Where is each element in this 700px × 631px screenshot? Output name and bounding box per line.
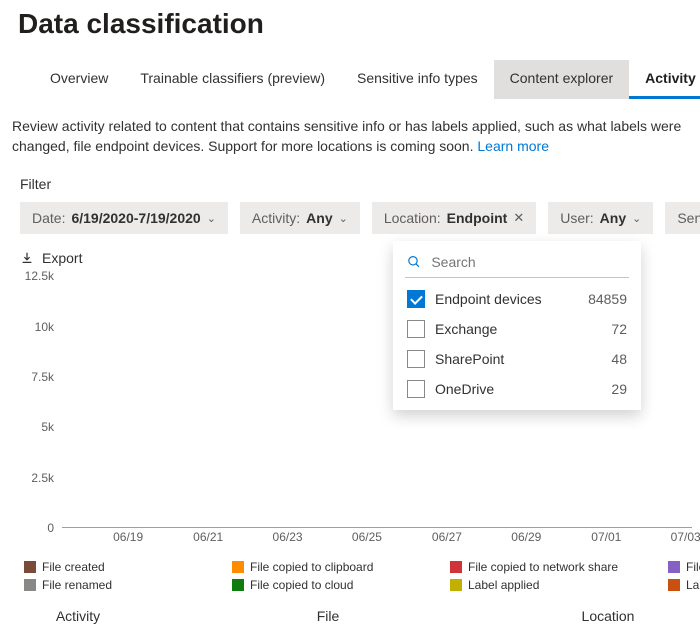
tabs: OverviewTrainable classifiers (preview)S… — [8, 60, 692, 99]
description: Review activity related to content that … — [12, 117, 692, 156]
filter-pill-sensitivity[interactable]: Sensitivity — [665, 202, 700, 234]
tab-overview[interactable]: Overview — [34, 60, 124, 99]
filter-pill-date[interactable]: Date:6/19/2020-7/19/2020⌄ — [20, 202, 228, 234]
footer-tab-file[interactable]: File — [148, 608, 508, 624]
legend-swatch — [232, 561, 244, 573]
dropdown-item-onedrive[interactable]: OneDrive29 — [393, 374, 641, 404]
checkbox-icon[interactable] — [407, 380, 425, 398]
x-tick: 06/21 — [193, 530, 223, 544]
y-tick: 0 — [47, 521, 54, 535]
legend-item[interactable]: File created — [24, 560, 224, 574]
learn-more-link[interactable]: Learn more — [477, 138, 549, 154]
legend-item[interactable]: Label applied — [450, 578, 660, 592]
legend-item[interactable]: File copied to re — [668, 560, 700, 574]
chart-legend: File created File copied to clipboard File… — [8, 560, 692, 592]
legend-swatch — [24, 579, 36, 591]
legend-swatch — [24, 561, 36, 573]
legend-item[interactable]: File copied to clipboard — [232, 560, 442, 574]
tab-trainable-classifiers-preview-[interactable]: Trainable classifiers (preview) — [124, 60, 341, 99]
chevron-down-icon: ⌄ — [207, 212, 216, 225]
tab-content-explorer[interactable]: Content explorer — [494, 60, 630, 99]
y-tick: 10k — [35, 320, 54, 334]
y-tick: 7.5k — [31, 370, 54, 384]
close-icon[interactable]: ✕ — [513, 210, 524, 226]
tab-activity-explorer[interactable]: Activity explorer — [629, 60, 700, 99]
footer-tabs: Activity File Location — [8, 608, 692, 624]
x-tick: 06/19 — [113, 530, 143, 544]
dropdown-item-sharepoint[interactable]: SharePoint48 — [393, 344, 641, 374]
legend-swatch — [450, 561, 462, 573]
search-icon — [407, 254, 421, 270]
legend-swatch — [450, 579, 462, 591]
location-dropdown: Endpoint devices84859Exchange72SharePoin… — [393, 241, 641, 410]
y-tick: 5k — [41, 420, 54, 434]
x-tick: 06/27 — [432, 530, 462, 544]
footer-tab-activity[interactable]: Activity — [8, 608, 148, 624]
dropdown-search[interactable] — [405, 249, 629, 278]
filter-pill-location[interactable]: Location:Endpoint✕ — [372, 202, 536, 234]
x-tick: 06/25 — [352, 530, 382, 544]
legend-swatch — [668, 561, 680, 573]
checkbox-icon[interactable] — [407, 350, 425, 368]
filter-row: Date:6/19/2020-7/19/2020⌄ Activity:Any⌄ Lo… — [8, 202, 692, 234]
dropdown-search-input[interactable] — [429, 253, 627, 271]
footer-tab-location[interactable]: Location — [508, 608, 700, 624]
dropdown-item-endpoint-devices[interactable]: Endpoint devices84859 — [393, 284, 641, 314]
x-tick: 06/29 — [511, 530, 541, 544]
legend-item[interactable]: Label removed — [668, 578, 700, 592]
y-tick: 12.5k — [25, 269, 54, 283]
filter-pill-user[interactable]: User:Any⌄ — [548, 202, 653, 234]
chevron-down-icon: ⌄ — [632, 212, 641, 225]
checkbox-icon[interactable] — [407, 290, 425, 308]
page-title: Data classification — [18, 8, 692, 40]
legend-item[interactable]: File renamed — [24, 578, 224, 592]
export-button[interactable]: Export — [8, 250, 82, 266]
x-tick: 07/01 — [591, 530, 621, 544]
x-tick: 07/03 — [671, 530, 700, 544]
legend-swatch — [668, 579, 680, 591]
chevron-down-icon: ⌄ — [339, 212, 348, 225]
legend-swatch — [232, 579, 244, 591]
checkbox-icon[interactable] — [407, 320, 425, 338]
x-tick: 06/23 — [273, 530, 303, 544]
filter-label: Filter — [20, 176, 692, 192]
dropdown-item-exchange[interactable]: Exchange72 — [393, 314, 641, 344]
tab-sensitive-info-types[interactable]: Sensitive info types — [341, 60, 494, 99]
legend-item[interactable]: File copied to cloud — [232, 578, 442, 592]
filter-pill-activity[interactable]: Activity:Any⌄ — [240, 202, 360, 234]
y-tick: 2.5k — [31, 471, 54, 485]
legend-item[interactable]: File copied to network share — [450, 560, 660, 574]
download-icon — [20, 251, 34, 265]
